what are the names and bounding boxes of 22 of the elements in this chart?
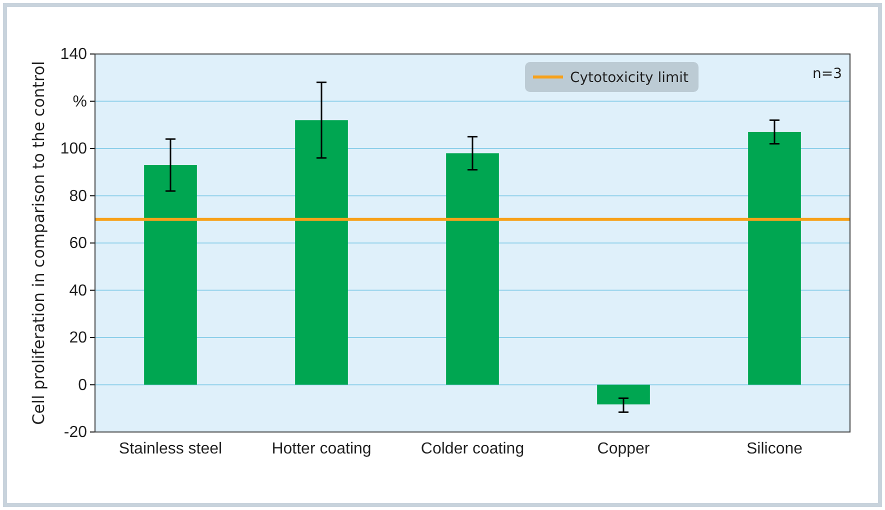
x-tick-label: Silicone (746, 440, 803, 458)
y-tick-label: 0 (78, 376, 88, 394)
bar (144, 165, 197, 385)
x-tick-label: Stainless steel (118, 440, 222, 458)
y-tick-label: 100 (60, 140, 88, 158)
x-tick-label: Colder coating (420, 440, 524, 458)
bar (597, 384, 650, 404)
legend-label: Cytotoxicity limit (570, 70, 690, 86)
y-tick-label: 60 (69, 235, 88, 252)
bar (446, 153, 499, 385)
bar (748, 132, 801, 385)
y-tick-label: 140 (60, 46, 88, 64)
bar (295, 120, 348, 385)
y-axis-title: Cell proliferation in comparison to the control (29, 61, 48, 425)
y-tick-label: 20 (69, 330, 88, 347)
y-tick-label: 80 (69, 188, 88, 205)
x-tick-label: Hotter coating (272, 440, 372, 458)
y-tick-label: -20 (64, 424, 88, 442)
annotation: n=3 (812, 66, 842, 82)
x-tick-label: Copper (597, 440, 650, 458)
y-tick-label: 40 (69, 282, 88, 300)
y-tick-label: % (72, 93, 87, 110)
